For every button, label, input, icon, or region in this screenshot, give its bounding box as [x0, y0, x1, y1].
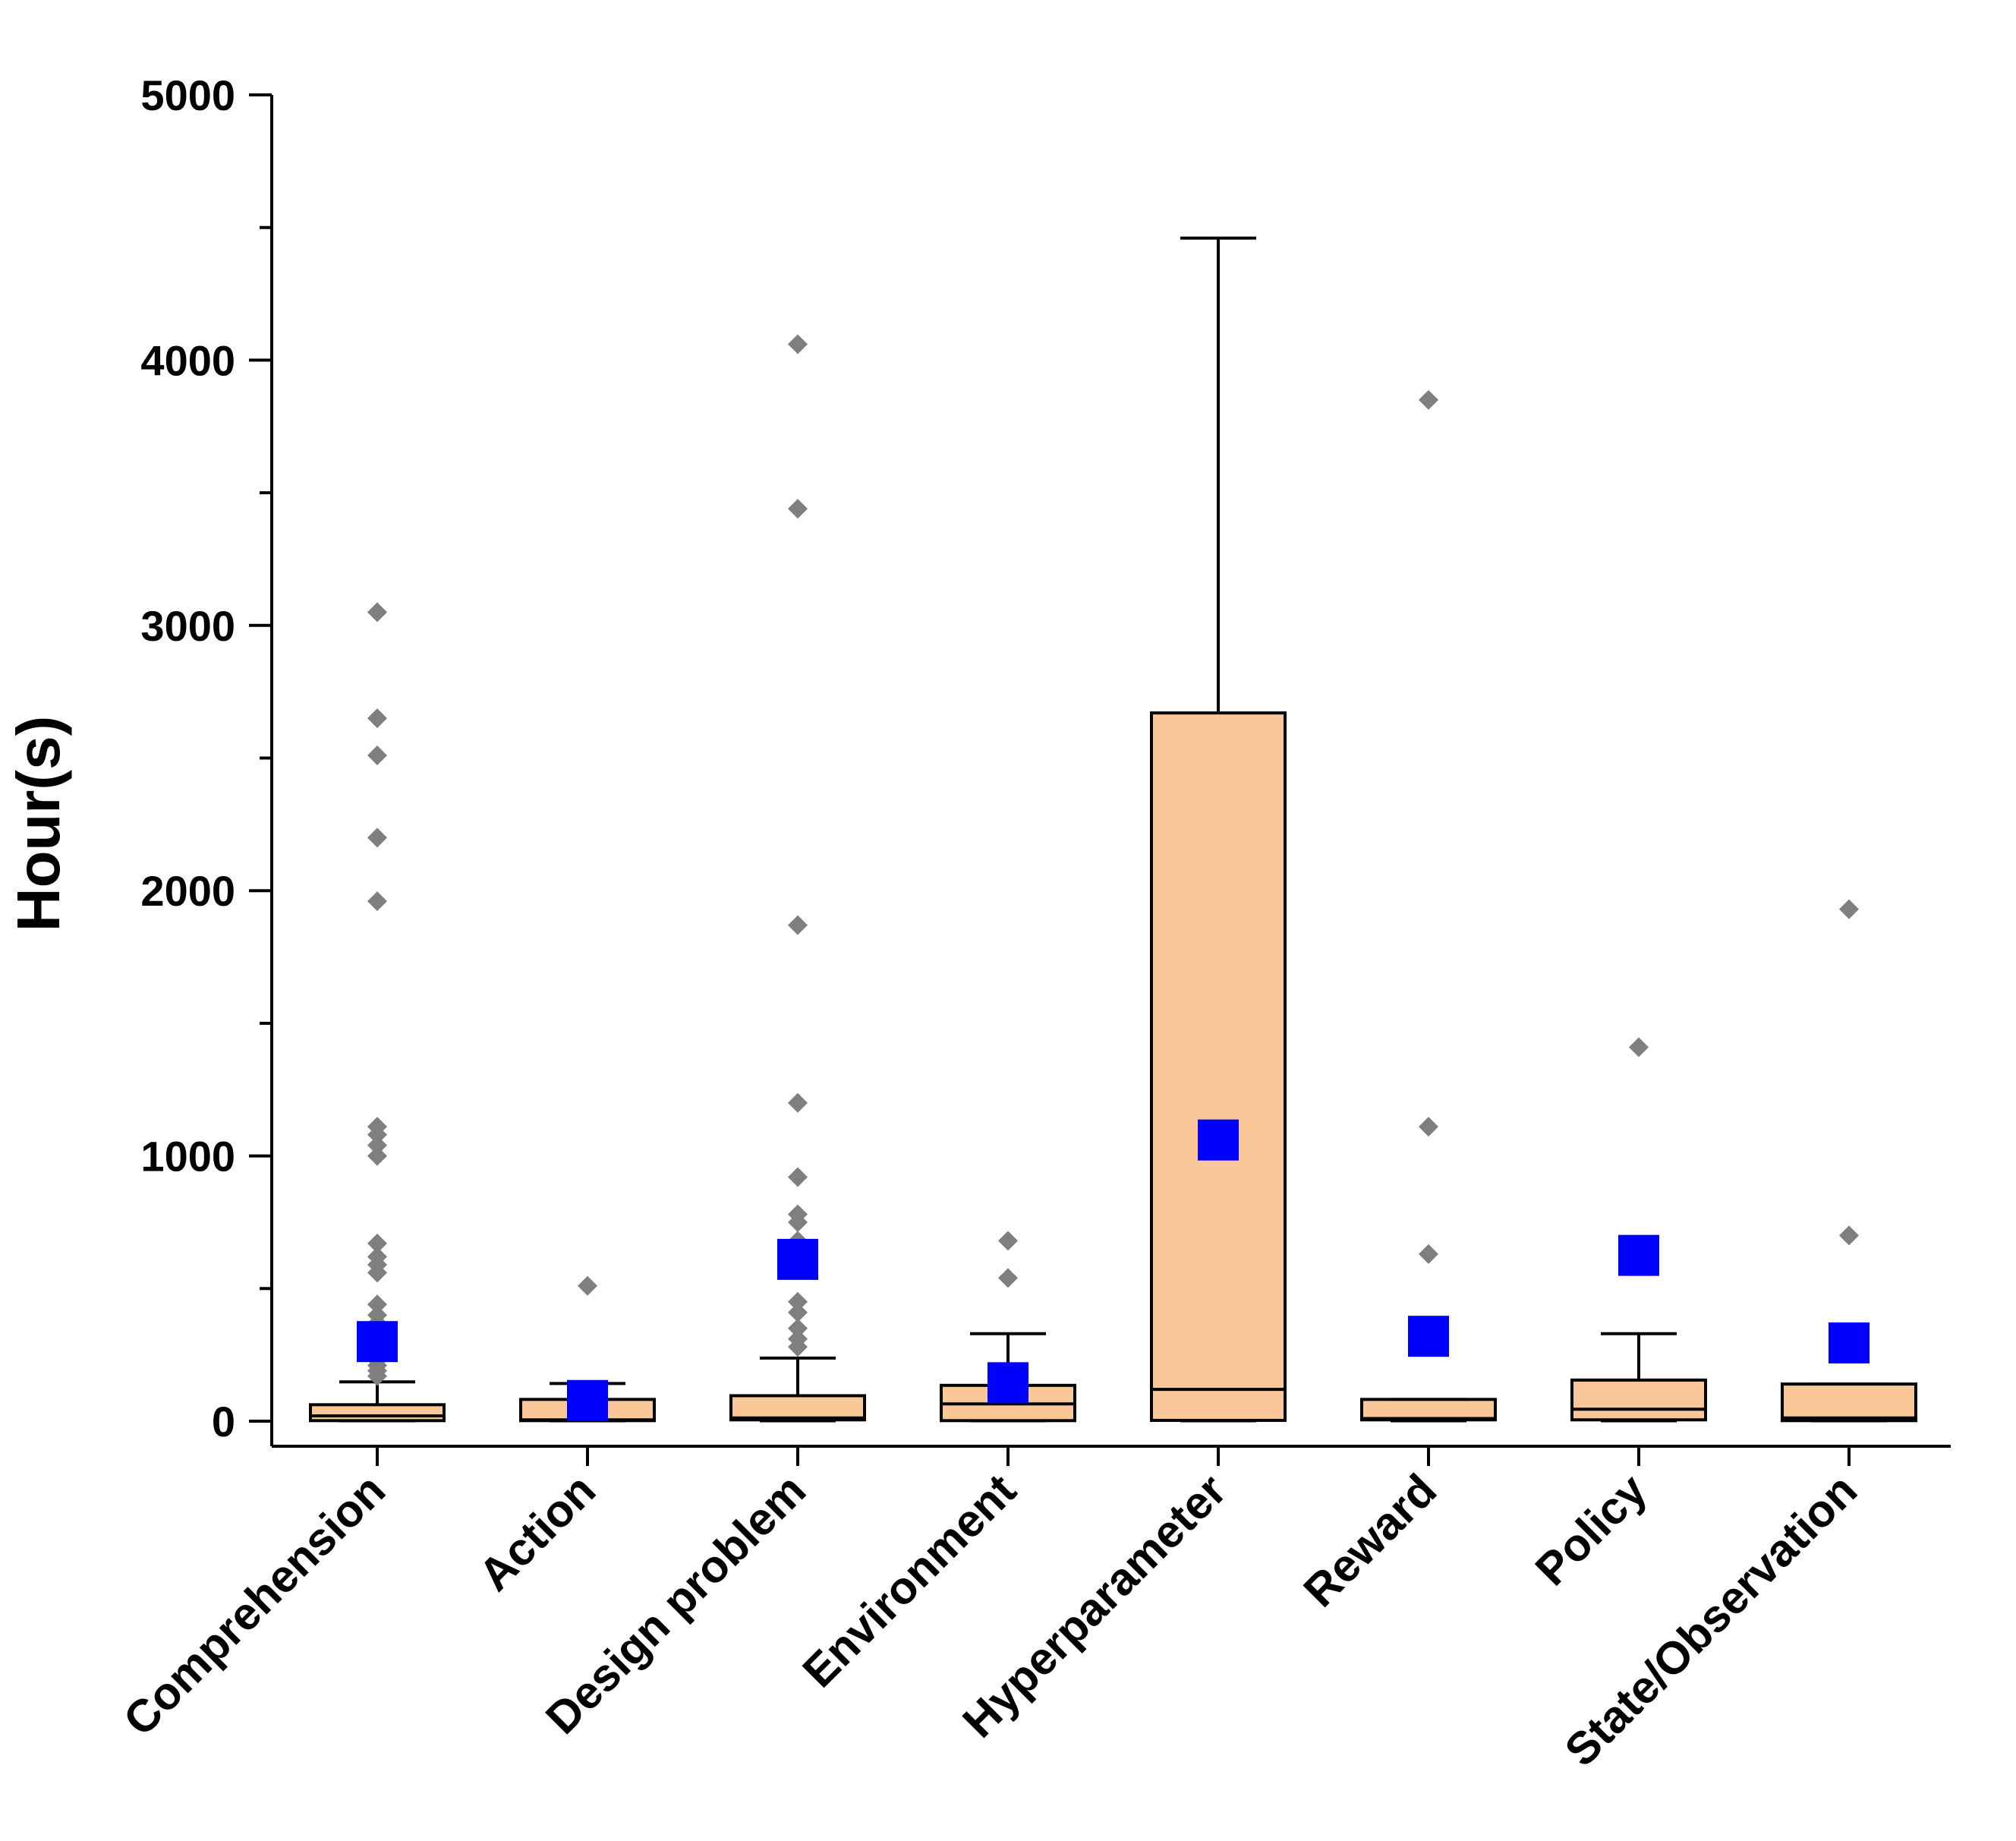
outlier-point	[788, 1167, 808, 1187]
outlier-point	[788, 1092, 808, 1113]
box-iqr	[1570, 1378, 1707, 1422]
boxes-layer	[309, 236, 1917, 1423]
mean-marker	[1618, 1234, 1659, 1276]
outlier-point	[367, 1366, 387, 1386]
box-group-design-problem	[729, 1356, 866, 1423]
mean-marker	[777, 1238, 818, 1280]
box-iqr	[1150, 711, 1287, 1422]
outlier-point	[367, 1146, 387, 1166]
outlier-point	[998, 1231, 1018, 1251]
box-iqr	[1781, 1382, 1917, 1423]
outlier-point	[367, 602, 387, 623]
outlier-point	[1419, 389, 1438, 410]
box-group-comprehension	[309, 1380, 446, 1423]
outlier-point	[788, 1337, 808, 1357]
outlier-point	[788, 1212, 808, 1232]
box-iqr	[309, 1403, 446, 1423]
y-tick-label: 4000	[140, 336, 235, 384]
outlier-point	[367, 746, 387, 766]
outlier-point	[788, 499, 808, 519]
outlier-point	[367, 1135, 387, 1155]
y-tick-label: 1000	[140, 1133, 235, 1181]
y-tick-label: 5000	[140, 71, 235, 119]
box-iqr	[1360, 1398, 1497, 1422]
outlier-point	[578, 1275, 597, 1296]
outlier-point	[788, 1291, 808, 1312]
mean-marker	[988, 1362, 1028, 1404]
box-iqr	[729, 1394, 866, 1422]
outlier-point	[367, 1124, 387, 1145]
outlier-point	[367, 828, 387, 848]
y-tick-label: 3000	[140, 602, 235, 650]
y-tick-label: 2000	[140, 867, 235, 915]
x-tick-label: Reward	[1294, 1464, 1447, 1617]
outlier-point	[788, 915, 808, 935]
outlier-point	[788, 1318, 808, 1338]
x-tick-label: Comprehension	[114, 1464, 395, 1745]
box-group-policy	[1570, 1332, 1707, 1423]
outlier-point	[1419, 1244, 1438, 1264]
outlier-point	[1629, 1037, 1649, 1058]
labels-layer: 0 1000 2000 3000 4000 5000 Comprehension Action…	[114, 71, 1866, 1776]
outlier-point	[367, 891, 387, 912]
outlier-point	[1839, 1225, 1859, 1246]
y-axis-label: Hour(s)	[5, 716, 72, 932]
x-tick-label: Policy	[1526, 1464, 1657, 1595]
outlier-point	[1419, 1117, 1438, 1137]
axes-layer	[249, 93, 1951, 1466]
y-tick-label: 0	[212, 1398, 235, 1445]
outlier-point	[367, 1263, 387, 1283]
outlier-point	[1839, 899, 1859, 919]
markers-layer	[357, 334, 1870, 1421]
box-group-hyperparameter	[1150, 236, 1287, 1423]
outlier-point	[367, 708, 387, 729]
x-tick-label: Environment	[793, 1464, 1026, 1698]
outlier-point	[998, 1268, 1018, 1288]
mean-marker	[357, 1321, 398, 1363]
mean-marker	[1829, 1322, 1870, 1363]
mean-marker	[567, 1379, 608, 1421]
outlier-point	[367, 1233, 387, 1253]
x-tick-label: Action	[469, 1464, 605, 1600]
mean-marker	[1198, 1119, 1239, 1161]
outlier-point	[367, 1294, 387, 1315]
box-group-state-observation	[1781, 1382, 1917, 1423]
outlier-point	[788, 334, 808, 355]
mean-marker	[1408, 1316, 1449, 1357]
outlier-point	[788, 1302, 808, 1322]
box-group-reward	[1360, 1398, 1497, 1423]
